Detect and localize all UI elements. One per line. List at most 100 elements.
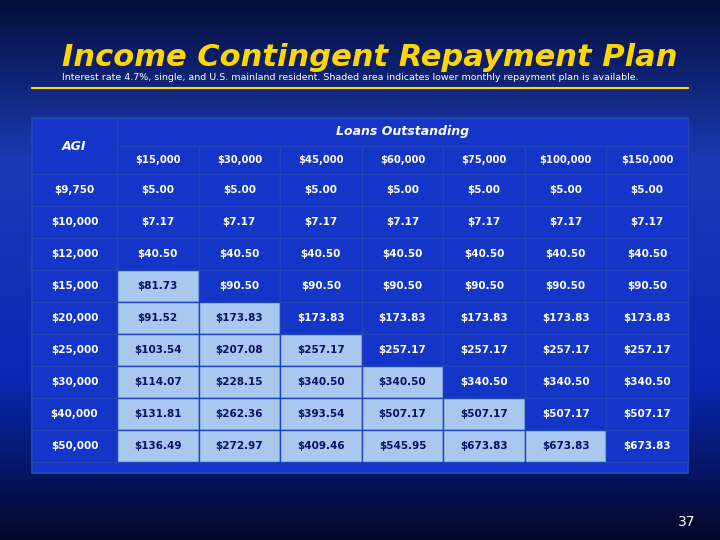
Text: $40.50: $40.50 [627,249,667,259]
Text: $5.00: $5.00 [305,185,338,195]
Text: $545.95: $545.95 [379,441,426,451]
Bar [361,398,444,430]
Bar [199,302,280,334]
Text: Loans Outstanding: Loans Outstanding [336,125,469,138]
Bar [525,366,606,398]
Bar [444,398,525,430]
Bar [525,430,606,462]
Bar [280,270,361,302]
Bar [117,238,199,270]
Bar [199,270,280,302]
Text: Interest rate 4.7%, single, and U.S. mainland resident. Shaded area indicates lo: Interest rate 4.7%, single, and U.S. mai… [62,73,639,83]
Bar [117,366,199,398]
Text: $7.17: $7.17 [549,217,582,227]
Text: $30,000: $30,000 [50,377,98,387]
Bar [117,334,199,366]
Text: $340.50: $340.50 [542,377,590,387]
Bar [280,146,361,174]
Bar [199,398,280,430]
Text: $7.17: $7.17 [305,217,338,227]
Bar [280,206,361,238]
Bar [525,270,606,302]
Bar [32,398,117,430]
Bar [280,174,361,206]
Text: $173.83: $173.83 [460,313,508,323]
Bar [444,238,525,270]
Text: $673.83: $673.83 [624,441,671,451]
Text: $173.83: $173.83 [297,313,345,323]
Text: $7.17: $7.17 [141,217,174,227]
Bar [199,334,280,366]
Text: $5.00: $5.00 [631,185,664,195]
Text: $257.17: $257.17 [379,345,426,355]
Text: $393.54: $393.54 [297,409,345,419]
Text: $90.50: $90.50 [546,281,585,291]
Text: $90.50: $90.50 [627,281,667,291]
Bar [32,334,117,366]
Text: $25,000: $25,000 [50,345,98,355]
Text: $507.17: $507.17 [379,409,426,419]
Bar [280,430,361,462]
Text: $40.50: $40.50 [301,249,341,259]
Text: $91.52: $91.52 [138,313,178,323]
Bar [444,430,525,462]
Text: $15,000: $15,000 [135,155,181,165]
Text: $257.17: $257.17 [624,345,671,355]
Text: $20,000: $20,000 [50,313,98,323]
Text: $40.50: $40.50 [546,249,586,259]
Text: $100,000: $100,000 [539,155,592,165]
Bar [606,174,688,206]
Bar [361,146,444,174]
Text: $131.81: $131.81 [134,409,181,419]
Bar [361,430,444,462]
Text: $507.17: $507.17 [460,409,508,419]
Bar [117,206,199,238]
Text: $173.83: $173.83 [542,313,590,323]
Bar [606,270,688,302]
Text: $90.50: $90.50 [464,281,504,291]
Text: $40.50: $40.50 [138,249,178,259]
Text: $10,000: $10,000 [50,217,98,227]
Text: $103.54: $103.54 [134,345,181,355]
Text: $7.17: $7.17 [222,217,256,227]
Bar [525,238,606,270]
Bar [361,334,444,366]
Text: AGI: AGI [62,139,86,152]
Text: $75,000: $75,000 [462,155,507,165]
Bar [117,118,688,146]
Text: $207.08: $207.08 [215,345,264,355]
Text: $5.00: $5.00 [467,185,500,195]
Bar [361,206,444,238]
Bar [606,334,688,366]
Bar [525,146,606,174]
Text: $228.15: $228.15 [215,377,263,387]
Bar [199,206,280,238]
Text: $507.17: $507.17 [624,409,671,419]
Text: $136.49: $136.49 [134,441,181,451]
Bar [280,398,361,430]
Bar [199,174,280,206]
Text: $90.50: $90.50 [301,281,341,291]
Bar [361,270,444,302]
Bar [606,302,688,334]
Text: $12,000: $12,000 [50,249,98,259]
Text: $5.00: $5.00 [549,185,582,195]
Text: $81.73: $81.73 [138,281,178,291]
Text: $5.00: $5.00 [223,185,256,195]
Bar [525,334,606,366]
Text: $5.00: $5.00 [141,185,174,195]
Bar [280,366,361,398]
Text: $340.50: $340.50 [297,377,345,387]
Text: $114.07: $114.07 [134,377,181,387]
Text: $409.46: $409.46 [297,441,345,451]
Bar [32,118,688,473]
Text: $340.50: $340.50 [460,377,508,387]
Bar [117,398,199,430]
Text: $673.83: $673.83 [542,441,590,451]
Text: $45,000: $45,000 [298,155,343,165]
Text: $15,000: $15,000 [50,281,98,291]
Text: $257.17: $257.17 [541,345,590,355]
Bar [117,270,199,302]
Text: $7.17: $7.17 [631,217,664,227]
Text: $173.83: $173.83 [379,313,426,323]
